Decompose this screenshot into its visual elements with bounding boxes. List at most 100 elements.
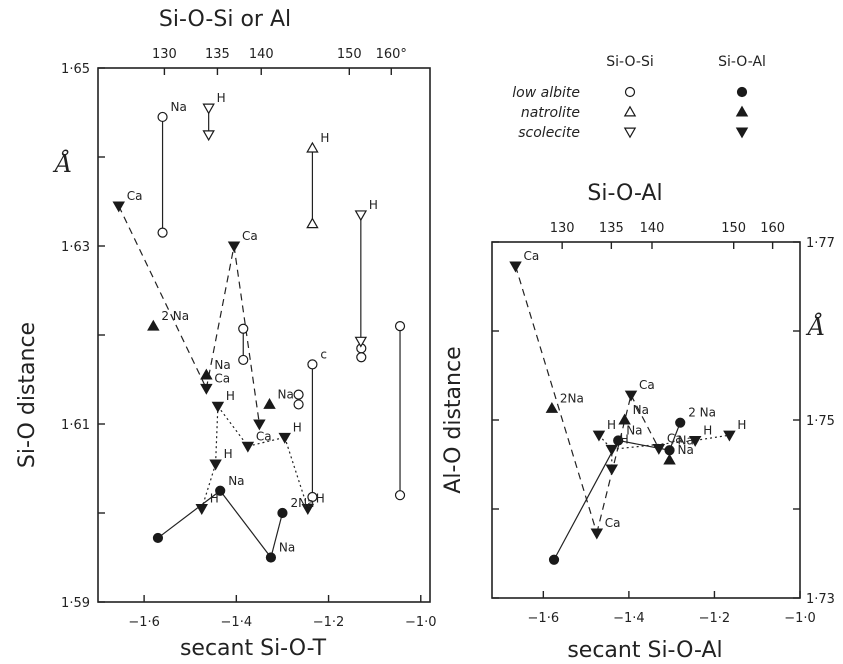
left-point-label: Ca [127,189,143,203]
right-series-line [514,265,598,534]
right-point-label: Ca [524,249,540,263]
left-series-line [217,405,249,447]
left-data-point [263,398,276,409]
left-data-point [277,507,288,519]
left-data-point [195,504,208,515]
left-point-label: H [369,198,378,212]
right-data-point [548,554,560,565]
left-data-point [293,399,304,410]
left-point-label: Na [279,541,295,555]
legend-marker-filled [735,105,749,117]
left-point-label: Ca [214,371,230,385]
left-x-tick-label: −1·2 [313,615,345,630]
right-x-tick-label: −1·6 [528,611,560,626]
left-y-tick-label: 1·59 [61,596,90,611]
left-data-point [147,319,160,331]
left-data-point [152,532,164,544]
left-top-tick-label: 150 [337,47,362,62]
left-data-point [394,490,406,501]
right-top-axis-title: Si-O-Al [587,181,662,206]
right-top-tick-label: 130 [550,221,575,236]
left-y-axis-title: Si-O distance [15,322,40,468]
left-data-point [301,504,315,515]
left-data-point [202,130,215,142]
right-top-tick-label: 160 [760,221,785,236]
right-data-point [618,413,631,425]
left-data-point [265,552,277,563]
left-data-point [202,103,215,115]
right-x-tick-label: −1·0 [784,611,816,626]
left-point-label: H [293,420,302,434]
left-chart: −1·6 −1·4 −1·2 −1·0 130 135 140 150 160° 1·59 1·61… [15,7,437,661]
left-y-tick-label: 1·63 [61,240,90,255]
left-data-point [354,336,368,348]
left-point-label: H [210,492,219,506]
right-data-point [545,402,559,413]
right-y-tick-label: 1·73 [806,592,835,607]
right-point-label: 2 Na [688,406,716,420]
left-data-point [215,485,226,496]
left-data-point [238,323,249,334]
left-top-tick-label: 140 [249,47,274,62]
left-top-tick-label: 130 [152,47,177,62]
legend-col-header-si-o-al: Si-O-Al [718,54,766,70]
right-point-label: Na [626,423,642,437]
right-point-label: Ca [605,516,621,530]
left-point-label: Na [278,387,294,401]
left-data-point [293,389,304,400]
right-x-tick-label: −1·4 [613,611,645,626]
right-point-label: Na [678,433,694,447]
right-point-label: H [607,418,616,432]
left-data-point [307,491,318,503]
left-data-point [112,201,125,213]
left-data-point [306,141,319,153]
right-ticks: −1·6 −1·4 −1·2 −1·0 130 135 140 150 160 1·73 1·75 1… [492,221,835,626]
legend-label-scolecite: scolecite [518,125,580,141]
right-point-label: Ca [639,378,655,392]
right-x-tick-label: −1·2 [699,611,731,626]
right-series-line [630,394,660,449]
right-unit-label: Å [805,312,825,341]
left-connector-lines [118,108,401,558]
left-point-label: Ca [242,229,258,243]
legend: Si-O-Si Si-O-Al low albite natrolite sco… [512,54,766,141]
right-series-line [695,434,730,442]
left-point-label: Na [171,100,187,114]
left-data-point [356,352,367,363]
right-data-point [664,445,675,456]
left-data-point [238,354,249,366]
right-x-axis-title: secant Si-O-Al [567,638,722,663]
left-data-point [394,321,406,332]
left-top-tick-label: 160° [376,47,407,62]
left-point-label: Na [214,358,230,372]
left-y-tick-label: 1·65 [61,62,90,77]
left-series-line [157,490,221,539]
left-data-point [211,401,225,413]
left-series-line [270,512,284,558]
right-data-points [509,261,736,565]
left-data-point [241,441,255,453]
right-data-point [605,464,619,476]
left-data-point [306,217,319,229]
left-data-point [227,241,241,253]
right-data-point [509,261,522,273]
left-unit-label: Å [52,149,72,178]
left-data-point [200,368,213,380]
right-top-tick-label: 140 [640,221,665,236]
left-series-line [214,406,219,465]
left-x-tick-label: −1·4 [221,615,253,630]
right-series-line [596,394,632,534]
left-data-point [278,432,291,444]
legend-label-natrolite: natrolite [521,105,580,121]
right-y-tick-label: 1·75 [806,414,835,429]
legend-marker-filled [736,86,748,98]
right-data-point [723,430,736,442]
right-series-line [553,440,619,561]
right-point-label: H [703,423,712,437]
left-data-points [112,103,406,563]
left-point-label: c [320,347,327,361]
left-series-line [247,436,285,447]
